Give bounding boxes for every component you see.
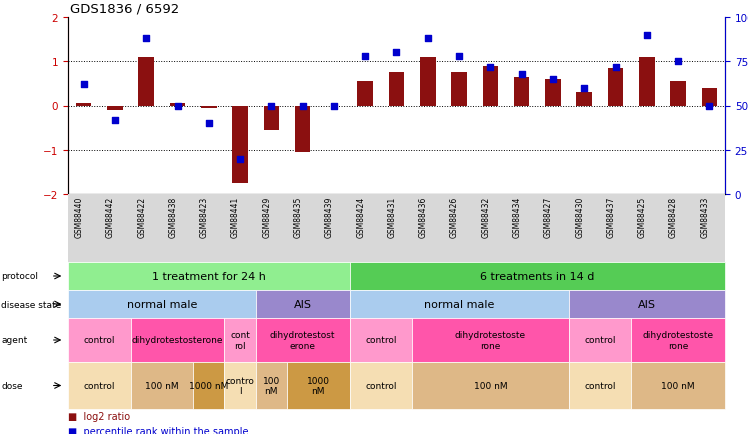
Bar — [232, 106, 248, 184]
Text: GSM88437: GSM88437 — [607, 197, 616, 238]
Point — [453, 53, 465, 60]
Text: GSM88423: GSM88423 — [200, 197, 209, 238]
Text: GSM88424: GSM88424 — [356, 197, 365, 238]
Text: ■  log2 ratio: ■ log2 ratio — [68, 411, 130, 421]
Text: GSM88442: GSM88442 — [106, 197, 115, 238]
Text: contro
l: contro l — [226, 376, 254, 395]
Text: dihydrotestosterone: dihydrotestosterone — [132, 336, 223, 345]
Text: GSM88438: GSM88438 — [168, 197, 177, 238]
Bar — [514, 78, 530, 106]
Text: GSM88427: GSM88427 — [544, 197, 553, 238]
Text: control: control — [365, 381, 396, 390]
Text: agent: agent — [1, 336, 28, 345]
Point — [359, 53, 371, 60]
Text: AIS: AIS — [294, 299, 312, 309]
Text: GSM88429: GSM88429 — [263, 197, 272, 238]
Text: 6 treatments in 14 d: 6 treatments in 14 d — [480, 271, 595, 281]
Point — [297, 103, 309, 110]
Text: ■  percentile rank within the sample: ■ percentile rank within the sample — [68, 426, 248, 434]
Text: control: control — [84, 336, 115, 345]
Bar — [358, 82, 373, 106]
Point — [266, 103, 278, 110]
Bar — [76, 104, 91, 106]
Point — [109, 117, 121, 124]
Point — [203, 121, 215, 128]
Point — [78, 82, 90, 89]
Point — [672, 59, 684, 66]
Text: disease state: disease state — [1, 300, 62, 309]
Point — [390, 50, 402, 57]
Bar — [670, 82, 686, 106]
Text: dose: dose — [1, 381, 23, 390]
Text: GSM88436: GSM88436 — [419, 197, 428, 238]
Bar — [702, 89, 717, 106]
Text: GSM88431: GSM88431 — [387, 197, 396, 238]
Bar — [138, 58, 154, 106]
Point — [578, 85, 590, 92]
Text: 100 nM: 100 nM — [473, 381, 507, 390]
Text: control: control — [584, 381, 616, 390]
Text: 100 nM: 100 nM — [145, 381, 179, 390]
Point — [641, 32, 653, 39]
Text: GSM88434: GSM88434 — [512, 197, 521, 238]
Text: normal male: normal male — [126, 299, 197, 309]
Bar — [482, 66, 498, 106]
Text: 100
nM: 100 nM — [263, 376, 280, 395]
Bar — [451, 73, 467, 106]
Text: AIS: AIS — [638, 299, 656, 309]
Text: protocol: protocol — [1, 272, 38, 281]
Text: GSM88426: GSM88426 — [450, 197, 459, 238]
Text: control: control — [365, 336, 396, 345]
Text: GSM88425: GSM88425 — [638, 197, 647, 238]
Text: cont
rol: cont rol — [230, 331, 250, 350]
Bar — [420, 58, 435, 106]
Text: control: control — [84, 381, 115, 390]
Text: 1000 nM: 1000 nM — [189, 381, 228, 390]
Text: dihydrotestoste
rone: dihydrotestoste rone — [455, 331, 526, 350]
Bar — [389, 73, 405, 106]
Text: GDS1836 / 6592: GDS1836 / 6592 — [70, 3, 180, 16]
Bar — [201, 106, 217, 108]
Point — [703, 103, 715, 110]
Text: 1000
nM: 1000 nM — [307, 376, 330, 395]
Text: 1 treatment for 24 h: 1 treatment for 24 h — [152, 271, 266, 281]
Bar — [639, 58, 654, 106]
Text: GSM88435: GSM88435 — [294, 197, 303, 238]
Bar — [545, 80, 561, 106]
Point — [515, 71, 527, 78]
Text: GSM88428: GSM88428 — [669, 197, 678, 237]
Point — [547, 76, 559, 83]
Text: dihydrotestoste
rone: dihydrotestoste rone — [643, 331, 714, 350]
Bar — [577, 93, 592, 106]
Text: GSM88433: GSM88433 — [700, 197, 709, 238]
Point — [485, 64, 497, 71]
Point — [234, 156, 246, 163]
Bar — [170, 104, 186, 106]
Text: normal male: normal male — [424, 299, 494, 309]
Bar — [263, 106, 279, 131]
Text: GSM88441: GSM88441 — [231, 197, 240, 238]
Bar — [107, 106, 123, 111]
Bar — [295, 106, 310, 153]
Point — [171, 103, 183, 110]
Text: GSM88422: GSM88422 — [137, 197, 146, 237]
Text: GSM88432: GSM88432 — [482, 197, 491, 238]
Point — [422, 36, 434, 43]
Point — [328, 103, 340, 110]
Text: GSM88440: GSM88440 — [75, 197, 84, 238]
Point — [140, 36, 152, 43]
Text: GSM88439: GSM88439 — [325, 197, 334, 238]
Point — [610, 64, 622, 71]
Text: dihydrotestost
erone: dihydrotestost erone — [270, 331, 335, 350]
Text: 100 nM: 100 nM — [661, 381, 695, 390]
Bar — [607, 69, 623, 106]
Text: control: control — [584, 336, 616, 345]
Text: GSM88430: GSM88430 — [575, 197, 584, 238]
